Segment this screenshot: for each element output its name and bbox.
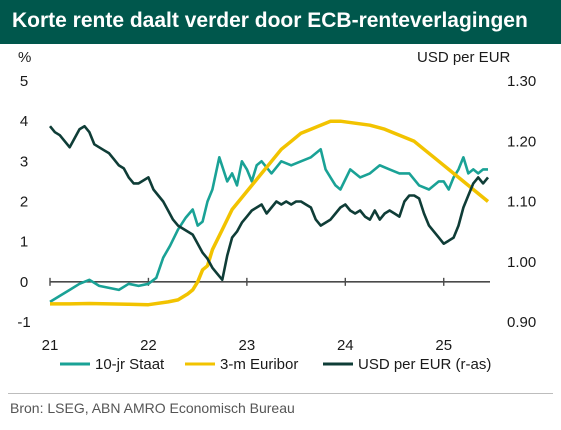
x-tick-label: 21 (42, 337, 59, 354)
legend: 10-jr Staat 3-m Euribor USD per EUR (r-a… (60, 356, 491, 373)
legend-label-euribor: 3-m Euribor (220, 356, 298, 373)
left-tick-label: 5 (20, 73, 28, 90)
series-3m-euribor (50, 119, 490, 307)
right-tick-label: 1.10 (507, 194, 536, 211)
right-tick-label: 0.90 (507, 314, 536, 331)
series-10jr-staat (49, 148, 488, 304)
x-tick-label: 24 (337, 337, 354, 354)
x-tick-label: 23 (239, 337, 256, 354)
chart-title: Korte rente daalt verder door ECB-rentev… (12, 9, 528, 32)
left-axis-unit: % (18, 49, 31, 66)
right-tick-label: 1.00 (507, 254, 536, 271)
right-axis-ticks: 1.30 1.20 1.10 1.00 0.90 (507, 73, 536, 331)
x-tick-label: 22 (140, 337, 157, 354)
x-tick-label: 25 (435, 337, 452, 354)
left-tick-label: 0 (20, 274, 28, 291)
left-tick-label: 2 (20, 194, 28, 211)
series-usd-per-eur (48, 124, 490, 282)
right-axis-unit: USD per EUR (417, 49, 511, 66)
x-axis-ticks: 21 22 23 24 25 (42, 277, 452, 354)
left-tick-label: 4 (20, 113, 28, 130)
right-tick-label: 1.20 (507, 133, 536, 150)
left-tick-label: -1 (17, 314, 30, 331)
left-tick-label: 1 (20, 234, 28, 251)
left-axis-ticks: 5 4 3 2 1 0 -1 (17, 73, 30, 331)
legend-label-usd: USD per EUR (r-as) (358, 356, 491, 373)
legend-label-staat: 10-jr Staat (95, 356, 165, 373)
source-divider (8, 393, 553, 394)
series-lines (48, 119, 490, 307)
right-tick-label: 1.30 (507, 73, 536, 90)
left-tick-label: 3 (20, 153, 28, 170)
source-note: Bron: LSEG, ABN AMRO Economisch Bureau (10, 400, 295, 416)
title-bar: Korte rente daalt verder door ECB-rentev… (0, 0, 561, 44)
